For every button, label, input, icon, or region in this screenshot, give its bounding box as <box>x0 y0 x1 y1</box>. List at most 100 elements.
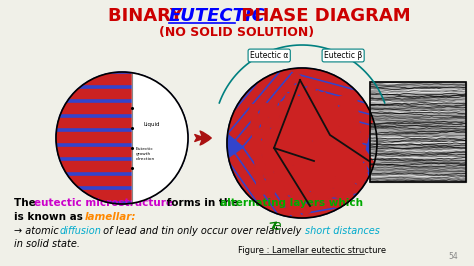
Polygon shape <box>268 114 358 137</box>
Bar <box>132 72 198 204</box>
Text: The: The <box>14 198 39 208</box>
Polygon shape <box>300 100 314 190</box>
Text: Eutectic α: Eutectic α <box>250 51 288 60</box>
Polygon shape <box>298 45 386 76</box>
Circle shape <box>227 68 377 218</box>
Polygon shape <box>229 65 292 138</box>
Polygon shape <box>286 115 343 193</box>
Polygon shape <box>302 103 360 181</box>
Polygon shape <box>291 117 354 190</box>
Polygon shape <box>264 171 353 201</box>
Polygon shape <box>282 103 371 133</box>
Polygon shape <box>228 155 286 233</box>
Text: forms in the: forms in the <box>163 198 242 208</box>
Polygon shape <box>319 98 334 188</box>
Polygon shape <box>295 55 384 85</box>
Polygon shape <box>284 203 374 226</box>
Polygon shape <box>272 134 362 157</box>
Polygon shape <box>310 98 368 176</box>
Polygon shape <box>260 91 323 164</box>
Text: short distances: short distances <box>305 226 380 236</box>
Bar <box>56 190 188 200</box>
Polygon shape <box>273 144 363 167</box>
Bar <box>370 82 466 182</box>
Bar <box>56 176 188 185</box>
Polygon shape <box>237 72 301 145</box>
Circle shape <box>56 72 188 204</box>
Polygon shape <box>220 161 278 239</box>
Polygon shape <box>275 103 338 177</box>
Polygon shape <box>349 95 364 186</box>
Polygon shape <box>298 123 362 196</box>
Polygon shape <box>212 167 270 244</box>
Polygon shape <box>294 109 351 187</box>
Polygon shape <box>204 172 261 250</box>
Polygon shape <box>264 95 355 117</box>
Text: PHASE DIAGRAM: PHASE DIAGRAM <box>235 7 410 25</box>
Bar <box>56 74 188 84</box>
Polygon shape <box>292 65 381 95</box>
Text: Liquid: Liquid <box>144 122 161 127</box>
Bar <box>56 132 188 142</box>
Polygon shape <box>280 183 370 206</box>
Bar <box>56 89 188 98</box>
Polygon shape <box>260 103 274 194</box>
Polygon shape <box>245 78 308 151</box>
Polygon shape <box>319 92 376 170</box>
Text: diffusion: diffusion <box>60 226 102 236</box>
Polygon shape <box>310 99 324 189</box>
Polygon shape <box>270 124 360 147</box>
Polygon shape <box>275 154 365 176</box>
Polygon shape <box>306 129 369 203</box>
Polygon shape <box>277 164 367 186</box>
Polygon shape <box>270 126 327 204</box>
Polygon shape <box>267 161 356 191</box>
Polygon shape <box>268 97 331 171</box>
Polygon shape <box>339 96 354 187</box>
Polygon shape <box>262 181 350 211</box>
Polygon shape <box>253 138 310 216</box>
Polygon shape <box>266 105 356 127</box>
Polygon shape <box>283 110 346 184</box>
Text: 54: 54 <box>448 252 458 261</box>
FancyArrowPatch shape <box>195 131 211 145</box>
Text: Eutectic β: Eutectic β <box>324 51 362 60</box>
Text: lamellar:: lamellar: <box>85 212 137 222</box>
Text: of lead and tin only occur over relatively: of lead and tin only occur over relative… <box>100 226 304 236</box>
Polygon shape <box>278 121 335 198</box>
Polygon shape <box>280 102 294 192</box>
Bar <box>56 103 188 113</box>
Bar <box>56 118 188 127</box>
Text: Figure : Lamellar eutectic structure: Figure : Lamellar eutectic structure <box>238 246 386 255</box>
Text: BINARY: BINARY <box>108 7 189 25</box>
Text: → atomic: → atomic <box>14 226 62 236</box>
Polygon shape <box>290 101 304 191</box>
Text: Eutectic
growth
direction: Eutectic growth direction <box>136 147 155 161</box>
Polygon shape <box>222 59 285 132</box>
Text: alternating layers which: alternating layers which <box>220 198 363 208</box>
Bar <box>56 205 188 214</box>
Bar <box>56 147 188 156</box>
Text: eutectic microstructure: eutectic microstructure <box>34 198 173 208</box>
Bar <box>370 82 466 182</box>
Text: EUTECTIC: EUTECTIC <box>169 7 266 25</box>
Polygon shape <box>279 173 368 196</box>
Polygon shape <box>269 152 358 182</box>
Text: is known as: is known as <box>14 212 86 222</box>
Polygon shape <box>207 46 270 119</box>
Bar <box>56 161 188 171</box>
Text: in solid state.: in solid state. <box>14 239 80 249</box>
Polygon shape <box>272 142 361 172</box>
Polygon shape <box>250 104 264 194</box>
Text: e: e <box>272 219 281 233</box>
Polygon shape <box>285 213 375 235</box>
Polygon shape <box>274 132 363 162</box>
Polygon shape <box>270 102 284 193</box>
Polygon shape <box>287 84 376 114</box>
Polygon shape <box>261 132 319 210</box>
Polygon shape <box>290 74 379 104</box>
Polygon shape <box>199 39 262 113</box>
Polygon shape <box>252 84 316 158</box>
Polygon shape <box>237 149 294 227</box>
Polygon shape <box>282 193 372 216</box>
